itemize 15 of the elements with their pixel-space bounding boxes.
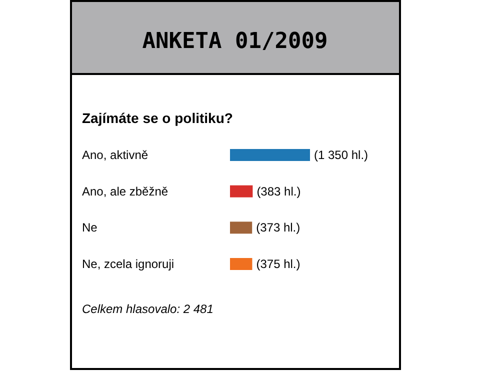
data-label: (375 hl.) [256, 257, 300, 271]
y-tick-label: Ne, zcela ignoruji [82, 257, 174, 271]
y-tick-label: Ne [82, 220, 98, 235]
y-tick-label: Ano, aktivně [82, 148, 148, 162]
data-label: (373 hl.) [256, 220, 300, 235]
bar [230, 185, 253, 198]
bar [230, 149, 310, 161]
data-label: (1 350 hl.) [314, 148, 368, 162]
chart-subtitle: Zajímáte se o politiku? [82, 110, 233, 126]
text: Celkem hlasovalo: 2 481 [82, 302, 214, 316]
chart-title: ANKETA 01/2009 [142, 29, 328, 54]
data-label: (383 hl.) [256, 184, 301, 198]
bar [230, 258, 252, 270]
y-tick-label: Ano, ale zběžně [82, 184, 168, 198]
bar [230, 222, 252, 234]
